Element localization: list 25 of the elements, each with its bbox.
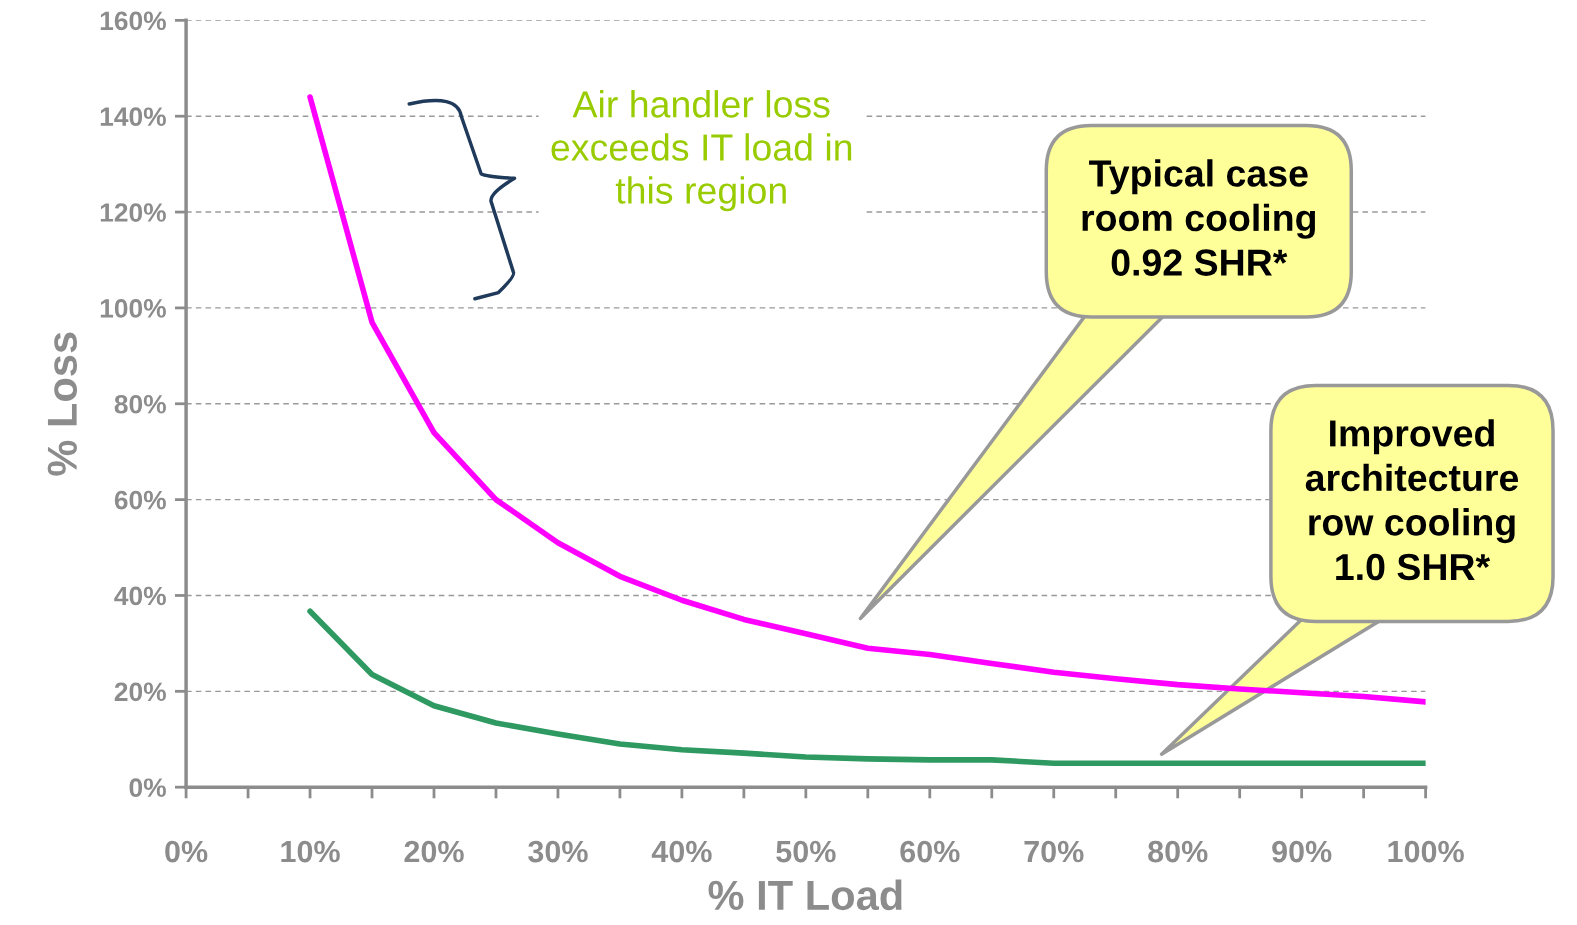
y-tick-label: 40% [114, 586, 166, 606]
y-tick-label: 140% [100, 107, 166, 127]
x-tick-label: 50% [776, 840, 836, 863]
x-tick-label: 40% [651, 840, 712, 863]
y-tick-label: 100% [100, 299, 166, 318]
x-tick-label: 0% [165, 840, 208, 863]
x-tick-label: 90% [1272, 840, 1332, 863]
y-tick-label: 0% [129, 778, 166, 797]
y-tick-label: 20% [114, 682, 166, 702]
y-tick-label: 160% [100, 11, 166, 31]
x-tick-label: 100% [1388, 840, 1464, 863]
y-tick-label: 60% [114, 490, 166, 510]
y-axis-title: % Loss [47, 332, 78, 476]
x-axis-title: % IT Load [708, 879, 902, 911]
x-tick-label: 80% [1148, 840, 1208, 863]
x-tick-label: 60% [900, 840, 960, 863]
x-tick-label: 70% [1024, 840, 1084, 863]
x-tick-label: 10% [281, 840, 340, 863]
annotation: Improved architecture row cooling 1.0 SHR* [1305, 419, 1519, 581]
y-tick-label: 120% [100, 203, 166, 222]
annotation: Air handler loss exceeds IT load in this region [551, 90, 852, 212]
x-tick-label: 30% [528, 840, 588, 863]
y-tick-label: 80% [114, 394, 166, 414]
x-tick-label: 20% [404, 840, 464, 863]
annotation: Typical case room cooling 0.92 SHR* [1082, 159, 1316, 276]
